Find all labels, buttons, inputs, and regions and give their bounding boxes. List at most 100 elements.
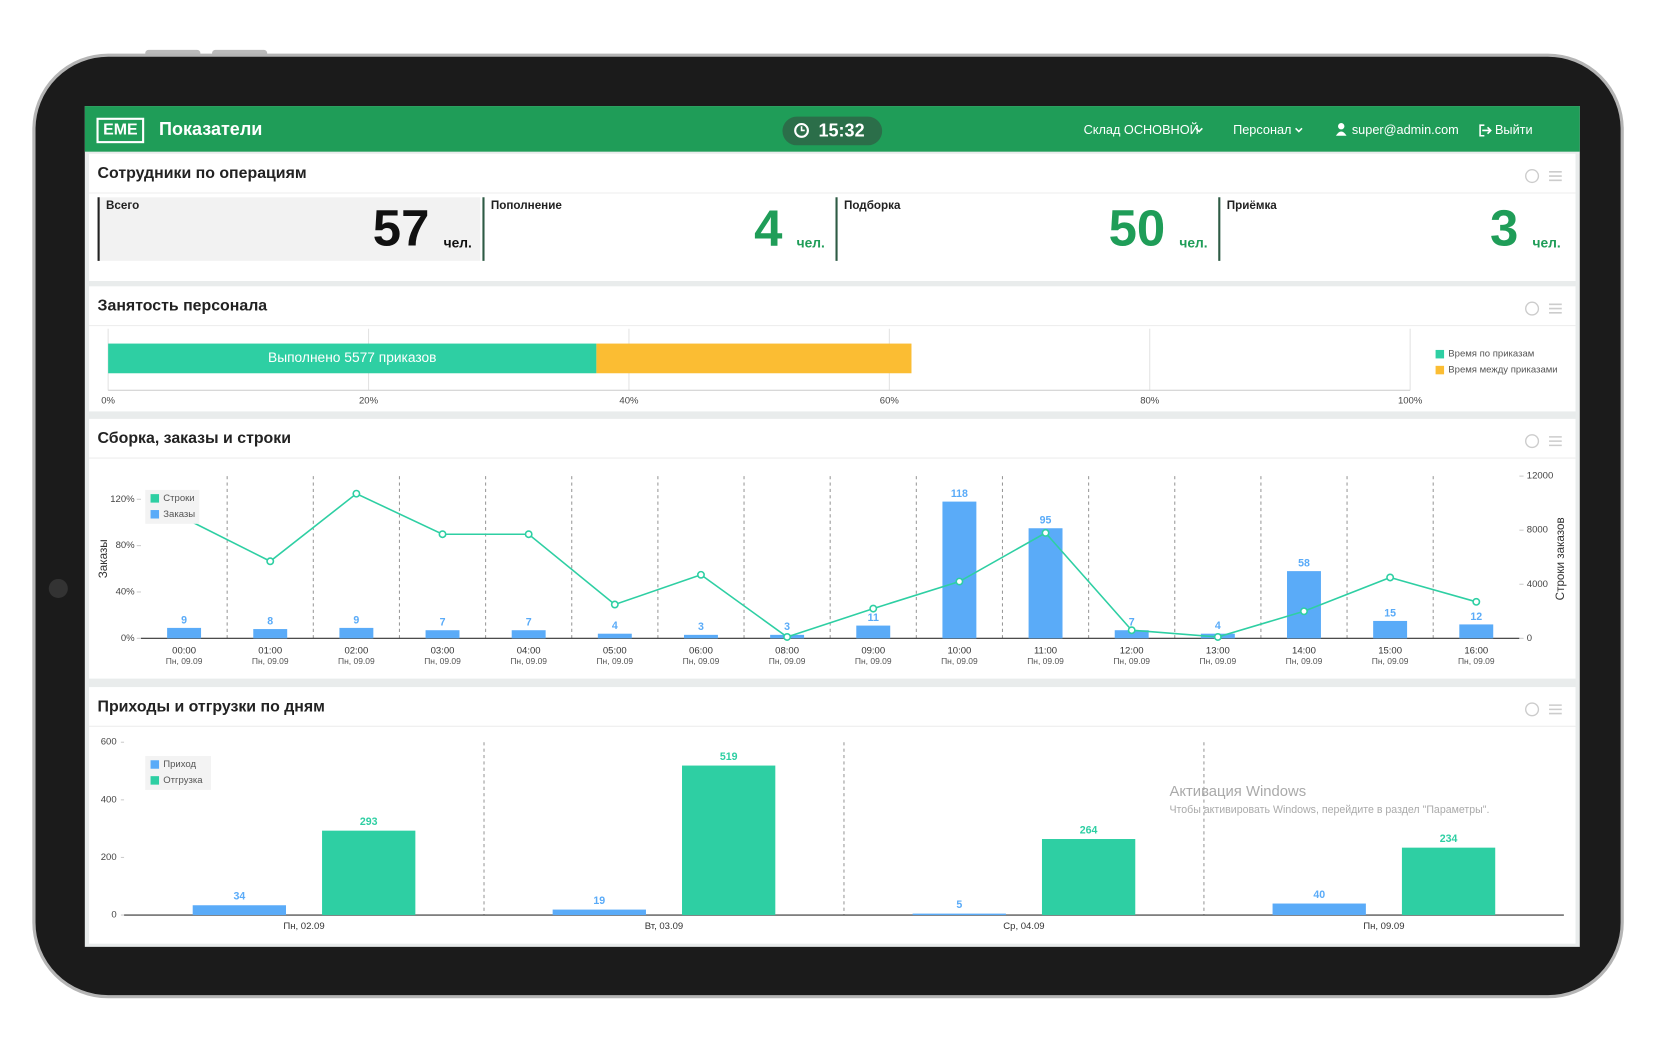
line-point — [438, 530, 447, 539]
x-tick-label: 40% — [619, 395, 639, 406]
bar — [1114, 630, 1149, 639]
bar — [1041, 839, 1136, 916]
clock-icon — [794, 123, 809, 138]
legend-label: Время по приказам — [1448, 349, 1534, 360]
x-tick-sublabel: Пн, 09.09 — [510, 656, 547, 666]
legend-label: Заказы — [163, 509, 195, 520]
menu-icon[interactable] — [1549, 704, 1562, 715]
nav-user[interactable]: super@admin.com — [1352, 122, 1459, 137]
nav-logout[interactable]: Выйти — [1495, 122, 1533, 137]
nav-staff[interactable]: Персонал — [1233, 122, 1291, 137]
x-tick-label: 02:00 — [344, 646, 368, 657]
bar-value-label: 15 — [1384, 607, 1396, 619]
menu-icon[interactable] — [1549, 171, 1562, 182]
bar-value-label: 7 — [1129, 617, 1135, 629]
legend-label: Приход — [163, 759, 196, 770]
bar-value-label: 8 — [267, 615, 273, 627]
line — [183, 492, 1477, 638]
bar — [1028, 528, 1063, 639]
y2-tick-label: 8000 — [1527, 525, 1548, 536]
x-tick-sublabel: Пн, 09.09 — [1027, 656, 1064, 666]
y-tick-label: 80% — [116, 540, 136, 551]
x-tick-sublabel: Пн, 09.09 — [769, 656, 806, 666]
clock-hands — [800, 126, 805, 132]
legend-label: Время между приказами — [1448, 365, 1557, 376]
help-icon[interactable] — [1525, 434, 1540, 449]
y-axis-label: Заказы — [97, 539, 110, 578]
x-tick-label: 09:00 — [861, 646, 885, 657]
logo[interactable]: EME — [103, 122, 137, 139]
legend-swatch — [1435, 365, 1445, 375]
x-tick-label: 12:00 — [1120, 646, 1144, 657]
bar-value-label: 9 — [181, 614, 187, 626]
bar — [1272, 903, 1366, 916]
x-tick-sublabel: Пн, 09.09 — [166, 656, 203, 666]
help-icon[interactable] — [1525, 169, 1540, 184]
line-point — [1041, 528, 1050, 537]
bar-value-label: 34 — [233, 891, 245, 903]
nav-warehouse[interactable]: Склад ОСНОВНОЙ — [1084, 122, 1199, 137]
bar-value-label: 12 — [1470, 611, 1482, 623]
x-tick-sublabel: Пн, 09.09 — [252, 656, 289, 666]
bar — [683, 634, 718, 639]
x-tick-label: 20% — [359, 395, 379, 406]
kpi-label: Всего — [106, 199, 139, 212]
bar-value-label: 3 — [698, 621, 704, 633]
help-icon[interactable] — [1525, 702, 1540, 717]
menu-icon[interactable] — [1549, 303, 1562, 314]
x-tick-sublabel: Пн, 09.09 — [1458, 656, 1495, 666]
legend-swatch — [150, 510, 160, 519]
bar — [322, 830, 416, 916]
y-tick-label: 0 — [111, 910, 116, 921]
line-point — [1300, 607, 1308, 616]
bar-segment — [596, 343, 912, 374]
x-tick-sublabel: Пн, 09.09 — [1200, 656, 1237, 666]
x-tick-label: 60% — [880, 395, 900, 406]
kpi-card-bg — [97, 197, 481, 261]
bar — [425, 630, 460, 639]
x-tick-sublabel: Пн, 09.09 — [1113, 656, 1150, 666]
chevron — [1295, 127, 1303, 133]
bar-value-label: 7 — [526, 617, 532, 629]
line-point — [1472, 597, 1481, 606]
x-tick-label: 10:00 — [947, 646, 971, 657]
x-tick-label: Пн, 09.09 — [1363, 921, 1404, 932]
x-tick-sublabel: Пн, 09.09 — [1286, 656, 1323, 666]
bar-value-label: 7 — [440, 617, 446, 629]
kpi-label: Приёмка — [1227, 199, 1278, 212]
kpi-unit: чел. — [1179, 236, 1207, 251]
user-icon — [1335, 131, 1347, 136]
x-tick-label: Ср, 04.09 — [1003, 921, 1044, 932]
panel-title: Сборка, заказы и строки — [98, 430, 291, 447]
logout-icon — [1479, 124, 1492, 137]
line-point — [1386, 573, 1395, 582]
bar — [1287, 571, 1321, 639]
x-tick-sublabel: Пн, 09.09 — [1372, 656, 1409, 666]
kpi-value: 57 — [373, 200, 430, 257]
menu-icon[interactable] — [1549, 436, 1562, 447]
x-tick-label: 03:00 — [431, 646, 455, 657]
bar — [511, 630, 546, 639]
bar — [597, 633, 632, 639]
bar-value-label: 264 — [1080, 824, 1098, 836]
bar-segment — [108, 343, 597, 374]
panel-title: Приходы и отгрузки по дням — [98, 698, 325, 715]
watermark-text: Чтобы активировать Windows, перейдите в … — [1169, 804, 1489, 816]
x-tick-label: 16:00 — [1464, 646, 1488, 657]
x-tick-label: 01:00 — [258, 646, 282, 657]
line-point — [1213, 632, 1222, 641]
bar-value-label: 3 — [784, 621, 790, 633]
bar — [253, 629, 288, 639]
help-icon[interactable] — [1525, 301, 1540, 316]
bar — [552, 909, 646, 916]
kpi-value: 50 — [1109, 200, 1166, 257]
y2-tick-label: 12000 — [1527, 471, 1554, 482]
line-point — [352, 489, 361, 498]
bar — [1373, 620, 1408, 639]
y-tick-label: 400 — [101, 794, 117, 805]
user-icon — [1338, 123, 1345, 130]
bar — [1459, 624, 1494, 639]
x-tick-sublabel: Пн, 09.09 — [855, 656, 892, 666]
bar-annotation: Выполнено 5577 приказов — [268, 350, 436, 365]
x-tick-label: 13:00 — [1206, 646, 1230, 657]
